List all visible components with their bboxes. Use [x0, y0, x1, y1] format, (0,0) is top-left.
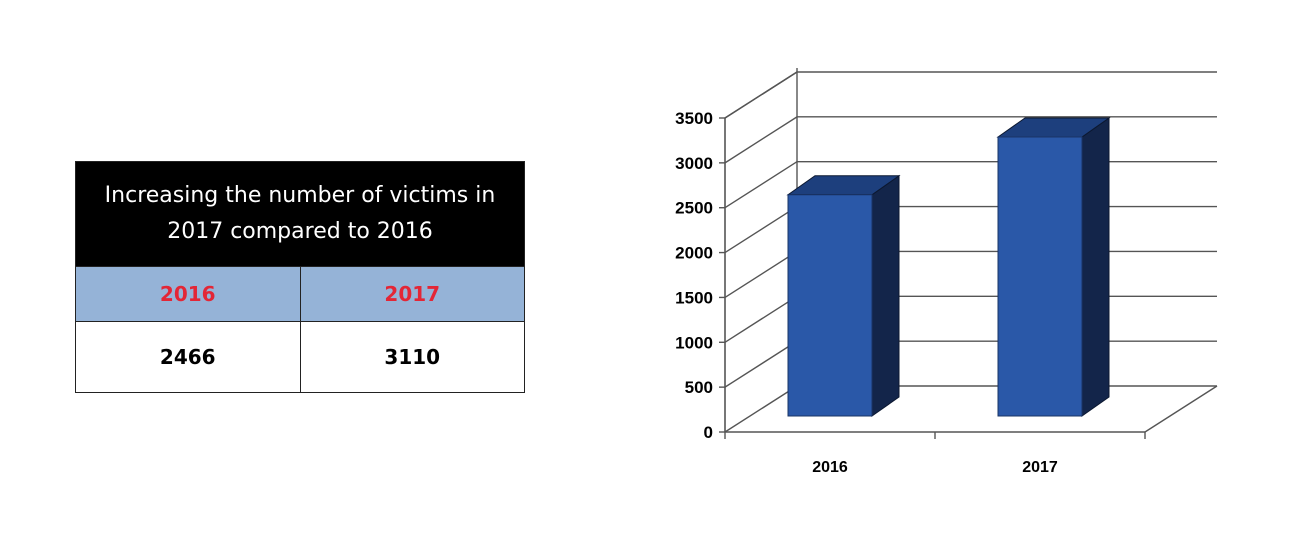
- gridline-diagonal: [724, 340, 798, 388]
- bar-2017: [997, 136, 1083, 417]
- y-tick-label: 1500: [675, 288, 713, 307]
- victims-table-grid: Increasing the number of victims in 2017…: [75, 161, 525, 393]
- gridline-diagonal: [724, 161, 798, 209]
- wall-edge: [724, 71, 798, 119]
- y-tick-label: 1000: [675, 333, 713, 352]
- y-tick-label: 500: [685, 378, 713, 397]
- table-header-2017: 2017: [299, 266, 525, 322]
- table-title: Increasing the number of victims in 2017…: [75, 161, 525, 267]
- floor-edge: [1144, 385, 1218, 433]
- bar-side-2016: [871, 174, 900, 417]
- table-value-2017: 3110: [299, 321, 525, 393]
- table-value-2016: 2466: [75, 321, 301, 393]
- y-tick-label: 2500: [675, 199, 713, 218]
- table-header-2016: 2016: [75, 266, 301, 322]
- gridline-diagonal: [724, 295, 798, 343]
- x-tick-label: 2017: [1022, 459, 1058, 476]
- floor-edge: [724, 385, 798, 433]
- bar-2016: [787, 194, 873, 417]
- y-tick-label: 0: [704, 423, 713, 442]
- y-tick-label: 3500: [675, 109, 713, 128]
- x-tick-label: 2016: [812, 459, 848, 476]
- gridline-diagonal: [724, 250, 798, 299]
- y-tick-label: 3000: [675, 154, 713, 173]
- gridline-diagonal: [724, 116, 798, 164]
- bar-side-2017: [1081, 117, 1110, 417]
- victims-table: Increasing the number of victims in 2017…: [75, 161, 525, 393]
- y-tick-label: 2000: [675, 244, 713, 263]
- gridline-diagonal: [724, 205, 798, 254]
